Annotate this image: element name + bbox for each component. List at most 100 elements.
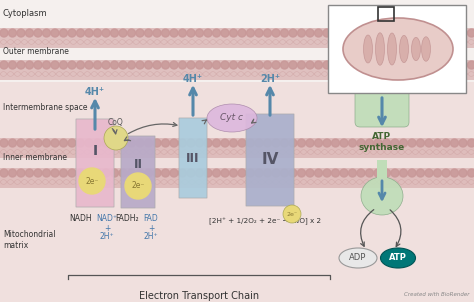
Circle shape [68,139,76,147]
Circle shape [170,29,178,37]
Circle shape [34,139,42,147]
Circle shape [0,169,8,177]
Circle shape [93,29,101,37]
Circle shape [434,169,441,177]
Ellipse shape [388,33,396,65]
Text: FAD: FAD [144,214,158,223]
Circle shape [467,61,474,69]
Circle shape [102,29,110,37]
Bar [377,160,387,178]
Circle shape [125,173,151,199]
Circle shape [68,29,76,37]
Circle shape [93,61,101,69]
Circle shape [195,169,203,177]
Circle shape [365,139,374,147]
Circle shape [229,169,237,177]
Circle shape [400,61,408,69]
Circle shape [417,61,425,69]
Circle shape [34,61,42,69]
Circle shape [68,169,76,177]
Circle shape [357,29,365,37]
Circle shape [374,29,382,37]
Circle shape [331,61,339,69]
Circle shape [238,29,246,37]
Circle shape [400,29,408,37]
Circle shape [459,169,467,177]
Ellipse shape [361,177,403,215]
Circle shape [264,61,272,69]
Circle shape [298,29,306,37]
Text: Electron Transport Chain: Electron Transport Chain [139,291,259,301]
Circle shape [85,61,93,69]
Circle shape [442,169,450,177]
Circle shape [323,139,331,147]
Circle shape [238,169,246,177]
Circle shape [229,29,237,37]
Circle shape [374,169,382,177]
Circle shape [408,169,416,177]
Circle shape [264,169,272,177]
Circle shape [26,139,34,147]
Circle shape [238,139,246,147]
Circle shape [179,139,186,147]
Text: 2e⁻: 2e⁻ [131,182,145,191]
Circle shape [221,139,229,147]
Circle shape [60,61,67,69]
Circle shape [34,29,42,37]
Circle shape [76,61,84,69]
Circle shape [255,61,263,69]
Circle shape [450,169,458,177]
Circle shape [272,169,280,177]
Circle shape [383,169,391,177]
Circle shape [357,139,365,147]
Circle shape [128,61,136,69]
Ellipse shape [411,37,420,61]
Circle shape [212,29,220,37]
Circle shape [0,139,8,147]
Text: 2e⁻: 2e⁻ [85,176,99,185]
Circle shape [229,139,237,147]
Circle shape [289,29,297,37]
Bar [0,28,474,48]
Circle shape [315,29,322,37]
Circle shape [17,61,25,69]
Circle shape [391,139,399,147]
Text: 2H⁺: 2H⁺ [260,74,280,84]
Circle shape [365,29,374,37]
Bar [0,188,474,302]
Circle shape [331,29,339,37]
Circle shape [162,61,170,69]
Circle shape [145,29,153,37]
Text: 4H⁺: 4H⁺ [85,87,105,97]
Circle shape [281,139,289,147]
Circle shape [417,29,425,37]
Circle shape [434,29,441,37]
Circle shape [76,169,84,177]
Circle shape [85,29,93,37]
Circle shape [331,169,339,177]
Circle shape [145,61,153,69]
Circle shape [323,61,331,69]
Circle shape [128,169,136,177]
Text: Cyt c: Cyt c [220,114,244,123]
Text: Outer membrane: Outer membrane [3,47,69,56]
Circle shape [187,29,195,37]
Circle shape [467,169,474,177]
Text: 4H⁺: 4H⁺ [183,74,203,84]
Text: NAD⁺: NAD⁺ [97,214,118,223]
Circle shape [17,139,25,147]
Circle shape [281,169,289,177]
Bar [0,168,474,188]
Circle shape [298,61,306,69]
Circle shape [145,169,153,177]
Circle shape [272,139,280,147]
Circle shape [383,61,391,69]
Circle shape [68,61,76,69]
Circle shape [323,169,331,177]
Ellipse shape [339,248,377,268]
Circle shape [323,29,331,37]
Text: Mitochondrial
matrix: Mitochondrial matrix [3,230,55,250]
Circle shape [450,139,458,147]
Circle shape [60,29,67,37]
Text: Intermembrane space: Intermembrane space [3,104,88,113]
